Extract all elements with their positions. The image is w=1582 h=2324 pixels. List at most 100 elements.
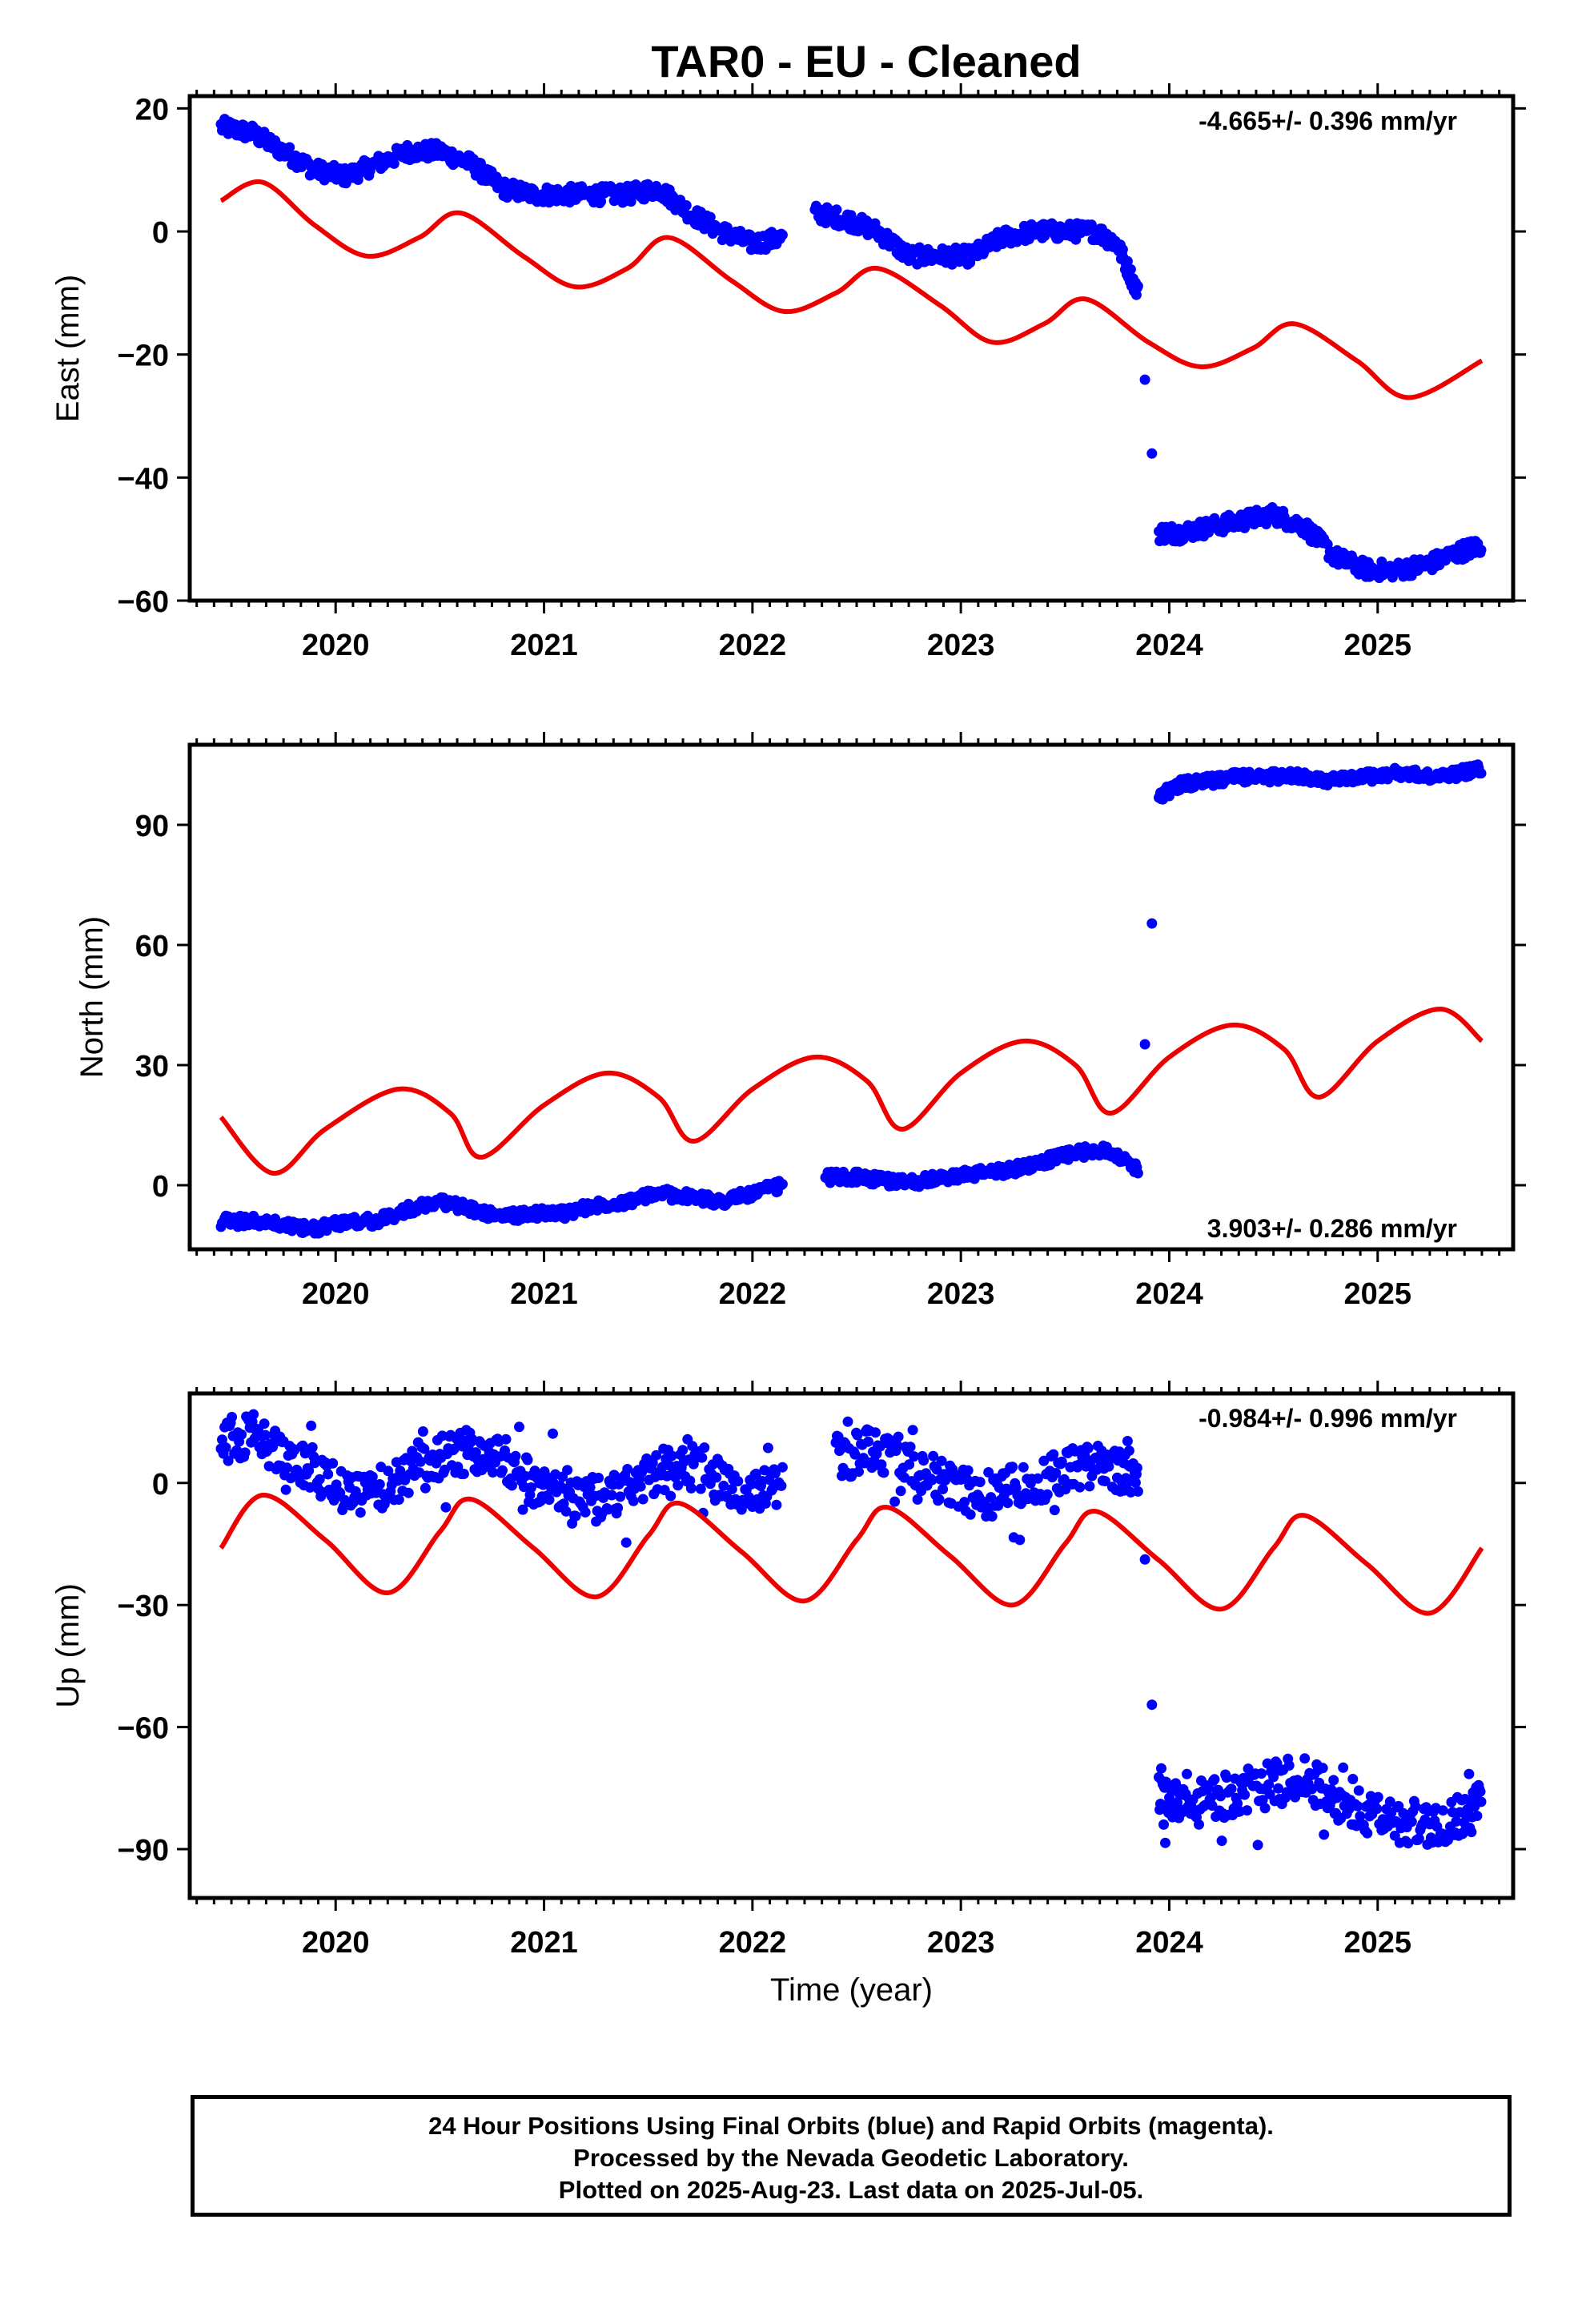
footer-line-1: 24 Hour Positions Using Final Orbits (bl…	[428, 2112, 1274, 2140]
data-point	[388, 158, 400, 169]
data-point	[327, 1458, 339, 1469]
data-point	[1158, 1819, 1169, 1830]
data-point	[1355, 1811, 1366, 1822]
data-point	[593, 1473, 604, 1483]
data-point	[918, 1455, 930, 1466]
data-point	[666, 1450, 677, 1462]
data-point	[1139, 1554, 1150, 1565]
data-point	[1410, 1801, 1421, 1812]
x-tick-label: 2021	[510, 629, 578, 662]
data-point	[236, 1429, 247, 1440]
data-point	[962, 1465, 974, 1476]
data-point	[420, 1482, 431, 1494]
data-point	[1139, 1039, 1150, 1050]
data-point	[1139, 374, 1150, 385]
data-point	[628, 1495, 639, 1506]
data-point	[705, 211, 716, 223]
data-point	[1050, 1468, 1062, 1478]
data-point	[909, 1451, 920, 1462]
data-point	[681, 200, 692, 211]
data-point	[912, 1494, 923, 1505]
data-point	[440, 1502, 452, 1513]
data-point	[299, 1448, 311, 1459]
data-point	[673, 1480, 684, 1491]
data-point	[497, 1465, 508, 1476]
data-point	[620, 1537, 632, 1548]
data-point	[889, 1496, 901, 1507]
data-point	[1194, 1819, 1204, 1830]
data-points	[215, 114, 1487, 584]
y-tick-label: −40	[118, 462, 169, 496]
data-point	[1160, 1837, 1170, 1848]
data-point	[842, 1416, 853, 1427]
data-point	[500, 1433, 512, 1445]
data-point	[1146, 1699, 1158, 1711]
data-point	[777, 1462, 788, 1473]
data-point	[1384, 1796, 1395, 1807]
y-tick-label: −30	[118, 1590, 169, 1623]
data-point	[622, 1464, 633, 1474]
panels: 2020 2021 2022 2023 2024 2025 −60 −40 −20 0 20 East…	[50, 83, 1526, 2008]
data-point	[695, 1483, 706, 1494]
y-tick-label: −60	[118, 1712, 169, 1746]
data-point	[1352, 1800, 1363, 1811]
data-point	[282, 1462, 293, 1474]
model-curve	[219, 1493, 1484, 1616]
footer-box: 24 Hour Positions Using Final Orbits (bl…	[191, 2095, 1512, 2217]
x-tick-label: 2023	[927, 1926, 995, 1960]
y-tick-label: 0	[152, 1468, 169, 1502]
data-point	[223, 1455, 234, 1466]
data-point	[284, 142, 295, 153]
data-point	[1338, 1762, 1349, 1773]
data-point	[1242, 1805, 1253, 1816]
data-point	[548, 1428, 558, 1439]
data-point	[1299, 1753, 1311, 1764]
data-point	[1084, 1481, 1095, 1492]
data-point	[777, 229, 788, 240]
x-tick-label: 2020	[302, 1926, 370, 1960]
x-tick-label: 2023	[927, 629, 995, 662]
data-point	[220, 1442, 231, 1454]
data-point	[1074, 1482, 1086, 1493]
data-point	[750, 1468, 761, 1479]
y-axis-label: Up (mm)	[50, 1583, 86, 1708]
panel-1: 2020 2021 2022 2023 2024 2025 −60 −40 −20 0 20 East…	[50, 83, 1526, 662]
plot-frame	[187, 94, 1516, 603]
x-tick-label: 2025	[1344, 1926, 1412, 1960]
data-point	[986, 1511, 998, 1522]
data-point	[699, 1442, 710, 1454]
data-point	[904, 1459, 915, 1470]
data-point	[544, 1494, 555, 1506]
data-point	[562, 1465, 573, 1476]
data-point	[1207, 1800, 1218, 1811]
rate-label: -0.984+/- 0.996 mm/yr	[1199, 1404, 1457, 1433]
data-point	[419, 1443, 430, 1454]
data-point	[1048, 1449, 1059, 1460]
data-point	[1319, 1829, 1330, 1840]
data-point	[1476, 1796, 1487, 1807]
y-tick-label: 0	[152, 216, 169, 250]
y-tick-label: 30	[135, 1050, 169, 1084]
data-point	[907, 1425, 918, 1436]
data-point	[777, 1179, 788, 1190]
data-point	[852, 1429, 863, 1441]
data-point	[1132, 1168, 1143, 1179]
data-point	[878, 1467, 889, 1478]
data-point	[1056, 1456, 1067, 1467]
data-point	[1209, 1774, 1220, 1785]
data-point	[726, 1484, 737, 1494]
data-point	[1032, 1473, 1043, 1484]
data-point	[1131, 1462, 1142, 1474]
data-point	[1252, 1839, 1263, 1851]
rate-label: 3.903+/- 0.286 mm/yr	[1207, 1214, 1457, 1243]
data-point	[355, 1507, 366, 1518]
data-point	[1014, 1534, 1026, 1546]
data-point	[677, 1445, 689, 1456]
data-point	[893, 1431, 904, 1442]
data-point	[560, 1506, 572, 1517]
data-point	[831, 204, 842, 215]
data-point	[1182, 773, 1194, 784]
data-point	[1476, 545, 1487, 556]
data-point	[383, 1466, 394, 1477]
data-point	[1042, 1489, 1053, 1500]
